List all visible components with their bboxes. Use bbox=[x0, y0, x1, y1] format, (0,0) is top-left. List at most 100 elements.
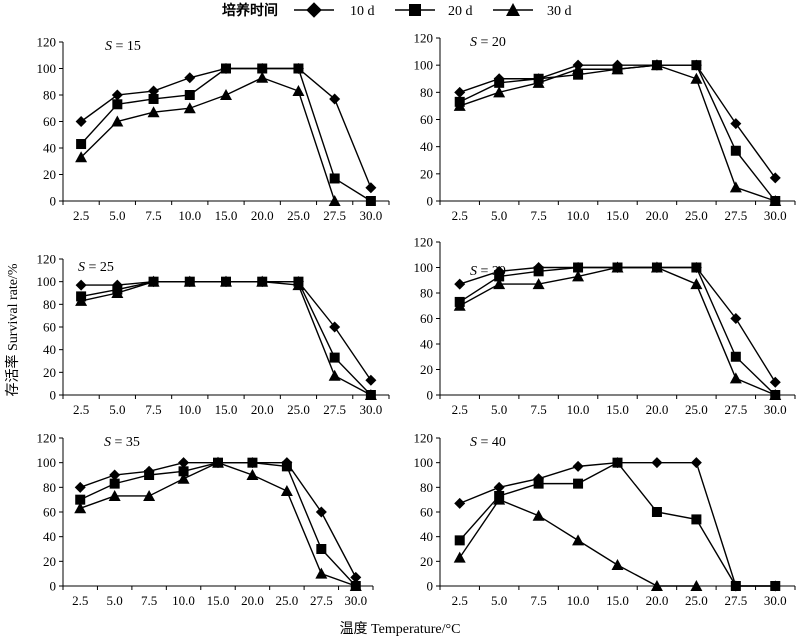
data-point-30d bbox=[292, 85, 305, 97]
panel-title: S = 15 bbox=[105, 39, 141, 54]
data-point-10d bbox=[74, 481, 86, 493]
x-tick-label: 2.5 bbox=[73, 208, 89, 223]
y-tick-label: 40 bbox=[420, 337, 433, 352]
data-point-20d bbox=[109, 478, 120, 489]
data-point-30d bbox=[769, 195, 782, 206]
y-tick-label: 80 bbox=[43, 480, 56, 495]
data-point-10d bbox=[111, 89, 123, 101]
x-tick-label: 5.0 bbox=[491, 402, 507, 417]
series-line-30d bbox=[80, 77, 336, 202]
legend-marker-square bbox=[409, 4, 421, 16]
series-20d bbox=[454, 262, 781, 400]
data-point-30d bbox=[532, 76, 545, 88]
data-point-30d bbox=[769, 389, 782, 400]
data-point-10d bbox=[493, 481, 505, 493]
data-point-10d bbox=[75, 279, 87, 291]
series-line-30d bbox=[459, 266, 776, 396]
x-tick-label: 20.0 bbox=[251, 402, 274, 417]
data-point-30d bbox=[611, 559, 624, 571]
data-point-10d bbox=[454, 278, 466, 290]
y-tick-label: 20 bbox=[420, 362, 433, 377]
data-point-10d bbox=[329, 93, 341, 105]
series-line-20d bbox=[459, 266, 776, 396]
data-point-20d bbox=[329, 352, 340, 363]
data-point-30d bbox=[183, 275, 196, 287]
data-point-30d bbox=[364, 389, 377, 400]
x-tick-label: 2.5 bbox=[72, 593, 88, 608]
x-tick-label: 27.5 bbox=[724, 593, 747, 608]
data-point-30d bbox=[690, 72, 703, 84]
series-line-10d bbox=[80, 67, 372, 189]
data-point-20d bbox=[612, 457, 623, 468]
y-tick-label: 40 bbox=[43, 342, 56, 357]
series-30d bbox=[453, 59, 782, 206]
data-point-20d bbox=[281, 461, 292, 472]
x-tick-label: 25.0 bbox=[287, 402, 310, 417]
chart-panel: 0 20 40 60 80 100 120 2.5 5.0 7.5 10.0 15.0 20.0 25.0… bbox=[37, 35, 390, 223]
y-tick-label: 20 bbox=[420, 554, 433, 569]
data-point-20d bbox=[494, 77, 505, 88]
y-tick-label: 0 bbox=[50, 194, 57, 209]
x-tick-label: 15.0 bbox=[207, 593, 230, 608]
y-tick-label: 80 bbox=[420, 85, 433, 100]
x-tick-label: 2.5 bbox=[73, 402, 89, 417]
data-point-20d bbox=[75, 494, 86, 505]
y-tick-label: 100 bbox=[37, 455, 57, 470]
series-30d bbox=[453, 261, 782, 400]
y-tick-label: 60 bbox=[43, 505, 56, 520]
data-point-30d bbox=[292, 279, 305, 291]
data-point-20d bbox=[329, 173, 340, 184]
y-tick-label: 20 bbox=[43, 365, 56, 380]
data-point-10d bbox=[75, 116, 87, 127]
y-tick-label: 120 bbox=[414, 235, 434, 250]
data-point-10d bbox=[329, 321, 341, 333]
data-point-30d bbox=[690, 580, 703, 591]
data-point-30d bbox=[220, 89, 232, 100]
y-tick-label: 20 bbox=[43, 167, 56, 182]
x-tick-label: 27.5 bbox=[310, 593, 333, 608]
y-tick-label: 40 bbox=[43, 141, 56, 156]
series-10d bbox=[74, 457, 362, 583]
data-point-20d bbox=[533, 266, 544, 277]
data-point-30d bbox=[111, 287, 124, 298]
data-point-30d bbox=[572, 63, 585, 75]
data-point-30d bbox=[212, 456, 224, 468]
data-point-10d bbox=[454, 497, 466, 509]
data-point-30d bbox=[246, 469, 259, 480]
data-point-30d bbox=[532, 509, 545, 521]
legend-item-10d: 10 d bbox=[294, 2, 375, 19]
panel-title: S = 25 bbox=[78, 260, 114, 275]
data-point-10d bbox=[690, 457, 702, 469]
data-point-20d bbox=[533, 478, 544, 489]
y-tick-label: 80 bbox=[43, 297, 56, 312]
x-tick-label: 20.0 bbox=[241, 593, 264, 608]
y-tick-label: 120 bbox=[37, 35, 57, 50]
x-tick-label: 2.5 bbox=[452, 593, 468, 608]
y-tick-label: 0 bbox=[427, 579, 434, 594]
y-tick-label: 20 bbox=[420, 166, 433, 181]
y-tick-label: 60 bbox=[420, 112, 433, 127]
data-point-20d bbox=[112, 99, 123, 110]
x-tick-label: 30.0 bbox=[360, 402, 383, 417]
data-point-30d bbox=[143, 489, 156, 501]
data-point-30d bbox=[729, 181, 742, 193]
y-tick-label: 40 bbox=[43, 529, 56, 544]
series-line-30d bbox=[79, 461, 357, 587]
data-point-20d bbox=[730, 145, 741, 156]
panel-title: S = 40 bbox=[470, 435, 506, 450]
x-tick-label: 5.0 bbox=[109, 402, 125, 417]
x-tick-label: 15.0 bbox=[606, 593, 629, 608]
y-tick-label: 80 bbox=[420, 480, 433, 495]
x-tick-label: 30.0 bbox=[764, 208, 787, 223]
y-tick-label: 100 bbox=[414, 455, 434, 470]
y-tick-label: 0 bbox=[50, 579, 57, 594]
y-tick-label: 100 bbox=[414, 58, 434, 73]
y-tick-label: 40 bbox=[420, 139, 433, 154]
y-tick-label: 120 bbox=[414, 431, 434, 446]
x-tick-label: 15.0 bbox=[215, 208, 238, 223]
x-tick-label: 27.5 bbox=[724, 402, 747, 417]
data-point-30d bbox=[177, 472, 190, 484]
data-point-20d bbox=[691, 514, 702, 525]
data-point-20d bbox=[365, 196, 376, 206]
x-tick-label: 30.0 bbox=[764, 593, 787, 608]
